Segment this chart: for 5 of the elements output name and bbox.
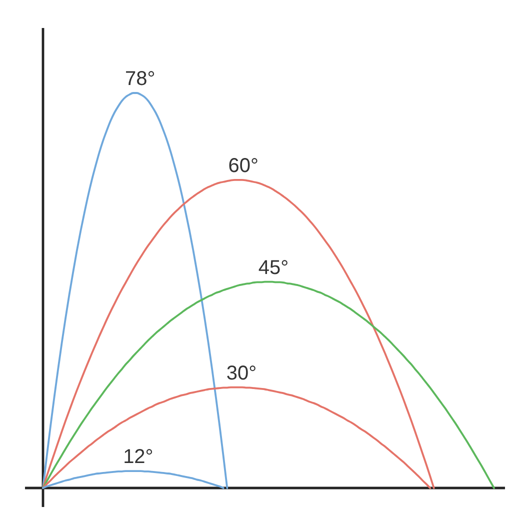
- series-label: 60°: [228, 154, 259, 177]
- series-label: 12°: [123, 446, 154, 468]
- series-label: 45°: [258, 256, 289, 279]
- series-label: 78°: [124, 68, 156, 90]
- series-label: 30°: [226, 362, 257, 384]
